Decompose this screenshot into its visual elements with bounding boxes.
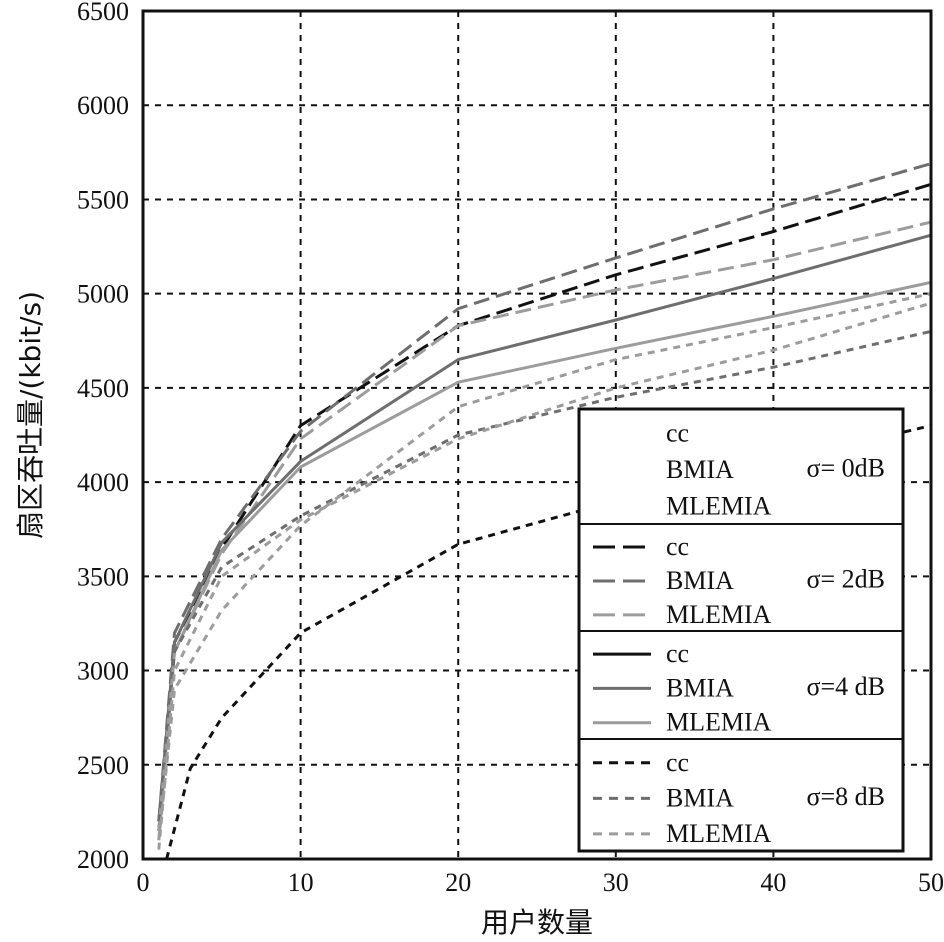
series-lines bbox=[157, 162, 932, 860]
x-tick-label: 20 bbox=[445, 868, 471, 897]
y-tick-label: 2000 bbox=[77, 845, 129, 874]
legend-entry-label: MLEMIA bbox=[666, 600, 772, 629]
series-line bbox=[157, 329, 932, 822]
x-tick-label: 40 bbox=[760, 868, 786, 897]
series-line bbox=[157, 301, 932, 850]
x-tick-label: 30 bbox=[603, 868, 629, 897]
x-tick-label: 50 bbox=[918, 868, 944, 897]
legend-sigma-label: σ=4 dB bbox=[806, 672, 885, 701]
legend-entry-label: MLEMIA bbox=[666, 819, 772, 848]
legend-entry-label: BMIA bbox=[666, 783, 734, 812]
legend-entry-label: BMIA bbox=[666, 455, 734, 484]
legend-sigma-label: σ= 2dB bbox=[806, 565, 885, 594]
legend-sigma-label: σ= 0dB bbox=[806, 454, 885, 483]
y-tick-label: 5500 bbox=[77, 185, 129, 214]
legend-entry-label: BMIA bbox=[666, 566, 734, 595]
legend-entry-label: cc bbox=[666, 532, 689, 561]
y-axis-label: 扇区吞吐量/(kbit/s) bbox=[14, 291, 47, 539]
y-tick-label: 6000 bbox=[77, 91, 129, 120]
legend-entry-label: cc bbox=[666, 639, 689, 668]
series-line bbox=[157, 182, 932, 831]
y-tick-label: 3000 bbox=[77, 657, 129, 686]
y-tick-label: 3500 bbox=[77, 562, 129, 591]
y-tick-label: 4500 bbox=[77, 374, 129, 403]
legend-entry-label: MLEMIA bbox=[666, 708, 772, 737]
y-tick-label: 5000 bbox=[77, 280, 129, 309]
y-tick-label: 4000 bbox=[77, 468, 129, 497]
series-line bbox=[157, 233, 932, 822]
legend-entry-label: cc bbox=[666, 748, 689, 777]
y-tick-label: 2500 bbox=[77, 751, 129, 780]
plot-frame bbox=[141, 9, 933, 861]
axis-ticks: 0 10 20 30 40 50 2000 2500 3000 3500 4000 4500 5000 5… bbox=[77, 0, 944, 897]
series-line bbox=[157, 292, 932, 841]
legend-sigma-label: σ=8 dB bbox=[806, 782, 885, 811]
legend-entry-label: cc bbox=[666, 418, 689, 447]
legend: cc BMIA MLEMIA σ= 0dB cc BMIA MLEMIA σ= 2dB cc BM… bbox=[577, 407, 905, 853]
series-line bbox=[157, 162, 932, 822]
y-tick-label: 6500 bbox=[77, 0, 129, 26]
legend-entry-label: BMIA bbox=[666, 673, 734, 702]
x-tick-label: 10 bbox=[288, 868, 314, 897]
x-tick-label: 0 bbox=[137, 868, 150, 897]
x-axis-label: 用户数量 bbox=[481, 906, 593, 939]
legend-entry-label: MLEMIA bbox=[666, 491, 772, 520]
